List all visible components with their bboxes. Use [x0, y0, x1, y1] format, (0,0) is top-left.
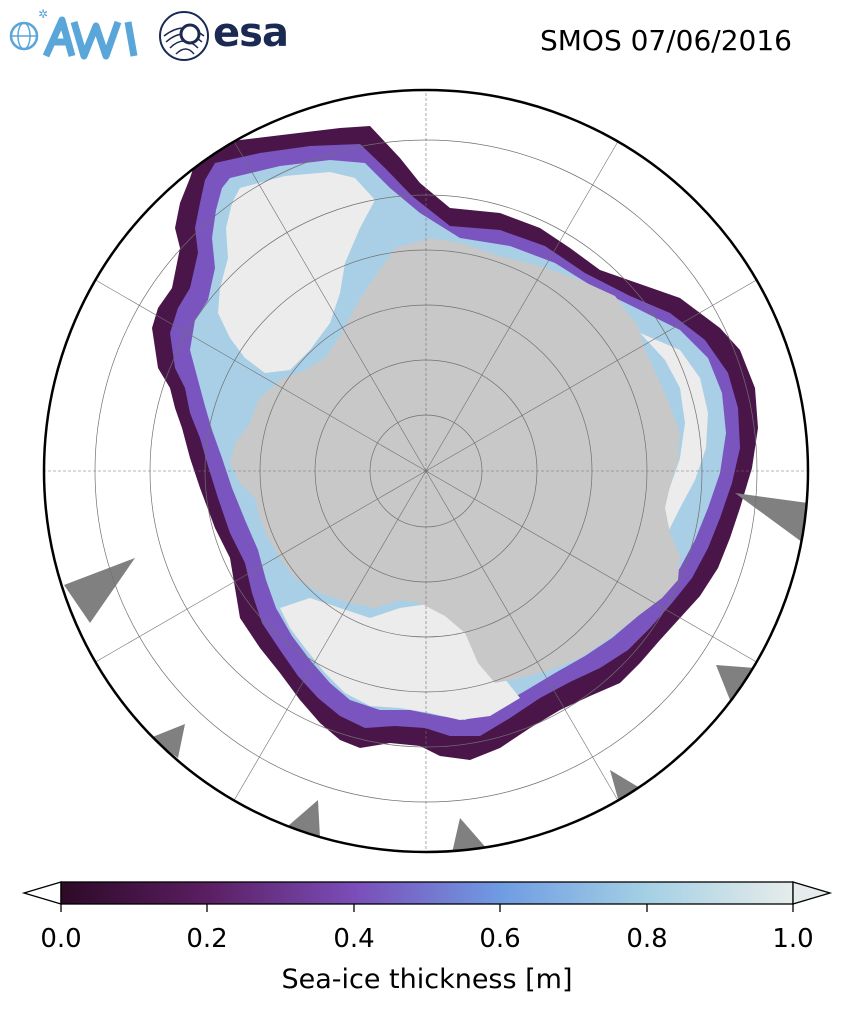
colorbar-label: Sea-ice thickness [m] — [281, 964, 573, 995]
esa-logo: esa — [158, 10, 303, 62]
map-boundary — [42, 88, 810, 854]
colorbar-tick-label: 0.0 — [40, 924, 82, 954]
svg-text:✲: ✲ — [38, 8, 48, 21]
no-data-region — [716, 665, 755, 700]
colorbar-tick-label: 0.4 — [333, 924, 375, 954]
colorbar-tick-label: 1.0 — [772, 924, 814, 954]
meridians — [44, 90, 808, 852]
awi-logo: ✲ — [8, 7, 143, 63]
colorbar-extend-max — [792, 881, 833, 905]
no-data-region — [150, 724, 185, 758]
colorbar-tick-label: 0.2 — [186, 924, 228, 954]
colorbar-svg — [21, 881, 833, 912]
colorbar-tick-marks — [60, 904, 794, 912]
sea-ice-white — [218, 172, 375, 373]
colorbar-gradient — [60, 881, 794, 905]
header: ✲ esa SMOS 07/06/2016 — [0, 0, 854, 80]
no-data-region — [735, 493, 808, 548]
antarctica — [230, 238, 680, 683]
polar-map-svg — [42, 88, 810, 854]
esa-wordmark: esa — [213, 10, 289, 56]
no-data-region — [610, 770, 640, 806]
colorbar-tick-label: 0.6 — [479, 924, 521, 954]
sea-ice-white-east — [630, 333, 708, 588]
map-title: SMOS 07/06/2016 — [539, 24, 792, 57]
no-data-region — [64, 558, 135, 623]
colorbar — [0, 870, 854, 1026]
colorbar-extend-min — [21, 881, 62, 905]
sea-ice-map — [40, 88, 816, 858]
no-data-region — [452, 818, 488, 852]
colorbar-tick-label: 0.8 — [626, 924, 668, 954]
